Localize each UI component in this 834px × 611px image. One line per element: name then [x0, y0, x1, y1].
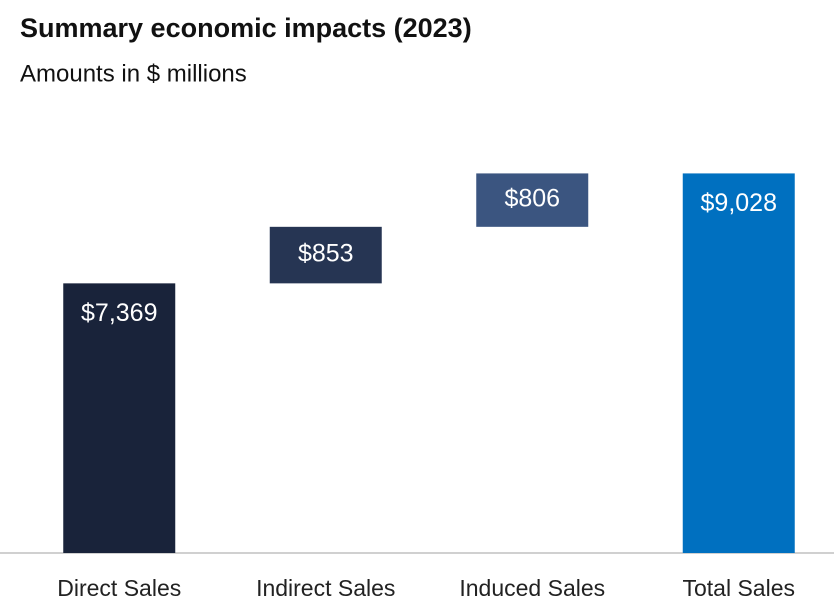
chart-title: Summary economic impacts (2023) — [20, 13, 472, 43]
chart-subtitle: Amounts in $ millions — [20, 60, 247, 87]
value-label: $7,369 — [81, 299, 157, 327]
value-label: $806 — [504, 185, 560, 213]
bar — [269, 226, 382, 284]
x-tick-label: Direct Sales — [57, 575, 181, 601]
value-label: $9,028 — [701, 189, 777, 217]
x-tick-label: Indirect Sales — [256, 575, 395, 601]
bar — [63, 283, 176, 553]
x-tick-label: Total Sales — [682, 575, 795, 601]
x-tick-label: Induced Sales — [459, 575, 605, 601]
bar — [682, 173, 795, 553]
bar — [476, 173, 589, 227]
value-label: $853 — [298, 240, 354, 268]
